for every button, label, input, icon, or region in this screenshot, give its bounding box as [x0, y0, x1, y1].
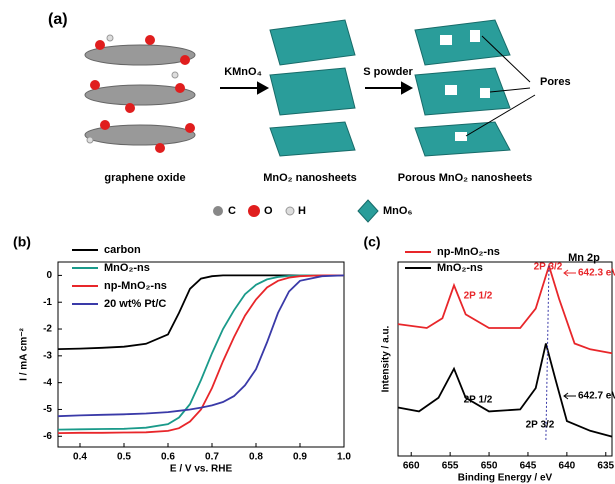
data-line: [57, 274, 344, 434]
x-tick-label: 0.5: [117, 452, 131, 463]
panel-label: (b): [13, 234, 31, 250]
step-label: S powder: [363, 66, 413, 78]
x-tick-label: 0.7: [205, 452, 219, 463]
legend-label: MnO₂-ns: [437, 262, 483, 274]
x-tick-label: 640: [559, 461, 576, 472]
x-tick-label: 645: [520, 461, 537, 472]
data-line: [57, 274, 345, 418]
chart-title: Mn 2p: [568, 252, 600, 264]
x-tick-label: 0.6: [161, 452, 175, 463]
y-axis-label: Intensity / a.u.: [381, 325, 392, 392]
legend-label: O: [264, 205, 273, 217]
caption: Porous MnO₂ nanosheets: [398, 172, 532, 184]
plot-frame: [57, 261, 345, 448]
pores-label: Pores: [540, 76, 571, 88]
legend-label: np-MnO₂-ns: [437, 246, 500, 258]
legend-label: MnO₂-ns: [104, 262, 150, 274]
x-tick-label: 660: [403, 461, 420, 472]
x-tick-label: 655: [442, 461, 459, 472]
reaction-arrows: [220, 35, 536, 137]
x-tick-label: 650: [481, 461, 498, 472]
annotation: 2P 1/2: [464, 395, 493, 406]
x-tick-label: 1.0: [337, 452, 351, 463]
caption: graphene oxide: [104, 172, 185, 184]
panel-label: (c): [363, 234, 380, 250]
annotation: 2P 1/2: [464, 291, 493, 302]
x-tick-label: 0.8: [249, 452, 263, 463]
graphene-oxide-illustration: [84, 34, 196, 153]
porous-mno2-illustration: [414, 19, 511, 157]
y-tick-label: -5: [43, 404, 52, 415]
y-tick-label: -4: [43, 377, 52, 388]
legend-label: H: [298, 205, 306, 217]
legend-label: MnO₆: [383, 205, 412, 217]
y-tick-label: -6: [43, 431, 52, 442]
step-label: KMnO₄: [224, 66, 262, 78]
data-line: [57, 274, 344, 431]
caption: MnO₂ nanosheets: [263, 172, 357, 184]
legend-label: C: [228, 205, 236, 217]
legend-label: np-MnO₂-ns: [104, 280, 167, 292]
data-line: [397, 262, 613, 355]
annotation: 2P 3/2: [534, 262, 563, 273]
atom-legend: [213, 199, 379, 223]
x-tick-label: 0.4: [73, 452, 87, 463]
y-tick-label: -2: [43, 324, 52, 335]
y-axis-label: I / mA cm⁻²: [19, 327, 30, 380]
mno2-nanosheets-illustration: [269, 19, 356, 157]
data-line: [57, 274, 344, 350]
annotation: 2P 3/2: [526, 420, 555, 431]
panel-label: (a): [48, 11, 68, 28]
legend-label: carbon: [104, 244, 141, 256]
x-axis-label: Binding Energy / eV: [458, 473, 553, 484]
annotation: 642.3 eV: [578, 268, 615, 279]
annotation-arrow: [563, 392, 576, 400]
annotation: 642.7 eV: [578, 391, 615, 402]
x-tick-label: 0.9: [293, 452, 307, 463]
legend-label: 20 wt% Pt/C: [104, 298, 166, 310]
annotation-arrow: [563, 269, 576, 277]
y-tick-label: 0: [46, 270, 52, 281]
peak-shift-line: [545, 265, 550, 442]
data-line: [397, 343, 613, 438]
y-tick-label: -1: [43, 297, 52, 308]
y-tick-label: -3: [43, 350, 52, 361]
x-axis-label: E / V vs. RHE: [170, 464, 233, 475]
x-tick-label: 635: [597, 461, 614, 472]
plot-frame: [397, 261, 613, 457]
